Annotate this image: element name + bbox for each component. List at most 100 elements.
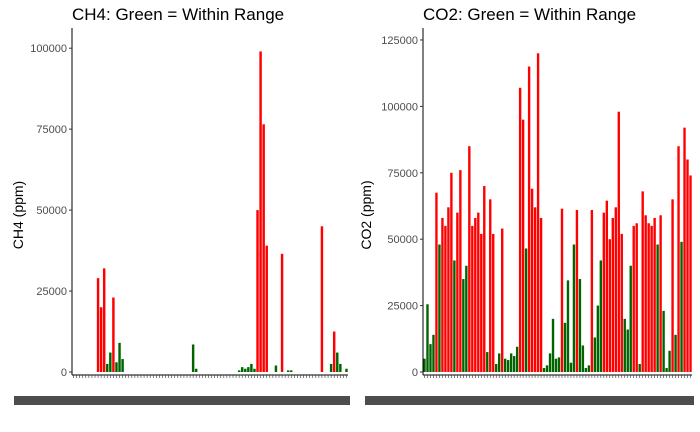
bar-co2-39 [539, 217, 543, 372]
bar-ch4-11 [106, 363, 109, 372]
bar-ch4-9 [99, 307, 103, 372]
bar-co2-86 [680, 241, 683, 372]
bar-co2-52 [578, 279, 582, 372]
y-tick-label-ch4: 25000 [36, 286, 67, 298]
bar-co2-19 [480, 233, 483, 373]
bar-co2-62 [608, 239, 611, 372]
bar-co2-22 [489, 199, 492, 372]
y-tick-label-ch4: 75000 [36, 124, 67, 136]
bar-ch4-40 [194, 368, 198, 372]
bar-co2-77 [653, 217, 656, 372]
x-tick-labels-co2 [365, 396, 694, 405]
bar-co2-79 [659, 215, 662, 372]
bar-co2-49 [569, 362, 573, 372]
y-tick-label-co2: 25000 [387, 301, 418, 313]
y-tick-label-co2: 50000 [387, 234, 418, 246]
bar-co2-27 [504, 358, 507, 372]
bar-ch4-61 [259, 51, 262, 373]
y-tick-label-ch4: 100000 [30, 43, 67, 55]
bar-co2-88 [686, 159, 689, 372]
chart-title-co2: CO2: Green = Within Range [423, 5, 637, 24]
bar-ch4-86 [336, 352, 339, 372]
bar-ch4-54 [237, 370, 241, 372]
bar-co2-18 [477, 212, 480, 373]
bar-co2-65 [617, 111, 620, 372]
bar-co2-57 [593, 337, 597, 372]
bar-co2-73 [641, 191, 644, 373]
bar-co2-59 [599, 260, 603, 372]
bar-co2-5 [438, 244, 441, 372]
bar-co2-8 [447, 207, 450, 372]
bar-co2-78 [656, 244, 659, 372]
chart-title-ch4: CH4: Green = Within Range [72, 5, 285, 24]
bar-co2-83 [671, 199, 674, 372]
bar-co2-75 [647, 223, 650, 372]
bar-ch4-13 [112, 297, 115, 372]
bar-co2-50 [572, 244, 576, 372]
bar-co2-14 [465, 265, 468, 372]
bar-co2-89 [689, 175, 692, 372]
bar-co2-72 [638, 364, 641, 372]
bar-co2-34 [524, 248, 528, 372]
bar-co2-0 [423, 358, 426, 372]
bar-ch4-14 [115, 362, 118, 372]
bar-ch4-71 [290, 370, 293, 372]
bar-co2-54 [584, 368, 588, 372]
y-tick-label-co2: 75000 [387, 168, 418, 180]
y-tick-label-ch4: 0 [61, 367, 67, 379]
bar-ch4-89 [345, 368, 348, 372]
bar-co2-33 [521, 119, 525, 372]
bar-co2-46 [560, 208, 564, 372]
bar-co2-84 [674, 334, 677, 372]
bar-ch4-68 [280, 253, 284, 372]
bar-co2-13 [462, 279, 465, 372]
bar-co2-20 [483, 186, 486, 372]
bar-co2-10 [453, 260, 456, 372]
bar-co2-12 [459, 170, 462, 373]
bar-co2-37 [533, 207, 537, 372]
bar-co2-38 [536, 53, 540, 372]
bar-co2-55 [587, 365, 591, 372]
bar-co2-28 [506, 360, 510, 372]
bar-ch4-39 [191, 344, 195, 372]
bar-co2-81 [665, 368, 668, 372]
bar-co2-29 [509, 353, 513, 372]
bar-co2-7 [444, 225, 447, 372]
y-tick-label-co2: 100000 [381, 101, 418, 113]
y-tick-label-co2: 0 [412, 367, 418, 379]
bar-co2-63 [611, 217, 614, 372]
bar-co2-43 [551, 318, 555, 373]
bar-co2-67 [623, 318, 626, 373]
x-tick-labels-ch4 [14, 396, 350, 405]
bar-ch4-84 [329, 363, 333, 372]
bar-co2-71 [635, 223, 638, 372]
bar-co2-87 [683, 127, 686, 373]
bar-co2-53 [581, 345, 585, 372]
bar-ch4-63 [265, 245, 268, 372]
bar-co2-48 [566, 280, 570, 372]
bar-co2-23 [492, 233, 495, 373]
y-tick-label-ch4: 50000 [36, 205, 67, 217]
bar-ch4-57 [247, 367, 250, 372]
bar-co2-61 [605, 200, 609, 372]
bar-co2-58 [596, 305, 600, 372]
bar-co2-36 [530, 188, 534, 372]
bar-co2-31 [515, 346, 519, 372]
bar-ch4-60 [256, 210, 259, 372]
bar-co2-1 [426, 304, 429, 372]
bar-co2-3 [432, 334, 435, 372]
bar-co2-45 [557, 357, 561, 372]
bar-co2-68 [626, 329, 629, 372]
bar-co2-30 [512, 356, 516, 372]
bar-ch4-81 [320, 226, 324, 372]
bar-co2-11 [456, 212, 459, 373]
bar-co2-74 [644, 215, 647, 372]
bar-co2-21 [486, 352, 489, 372]
bar-ch4-62 [262, 124, 265, 372]
bar-co2-6 [441, 217, 444, 372]
bar-ch4-66 [274, 365, 278, 372]
bar-ch4-85 [332, 331, 336, 372]
bar-co2-44 [554, 358, 558, 372]
bar-co2-26 [501, 228, 504, 372]
